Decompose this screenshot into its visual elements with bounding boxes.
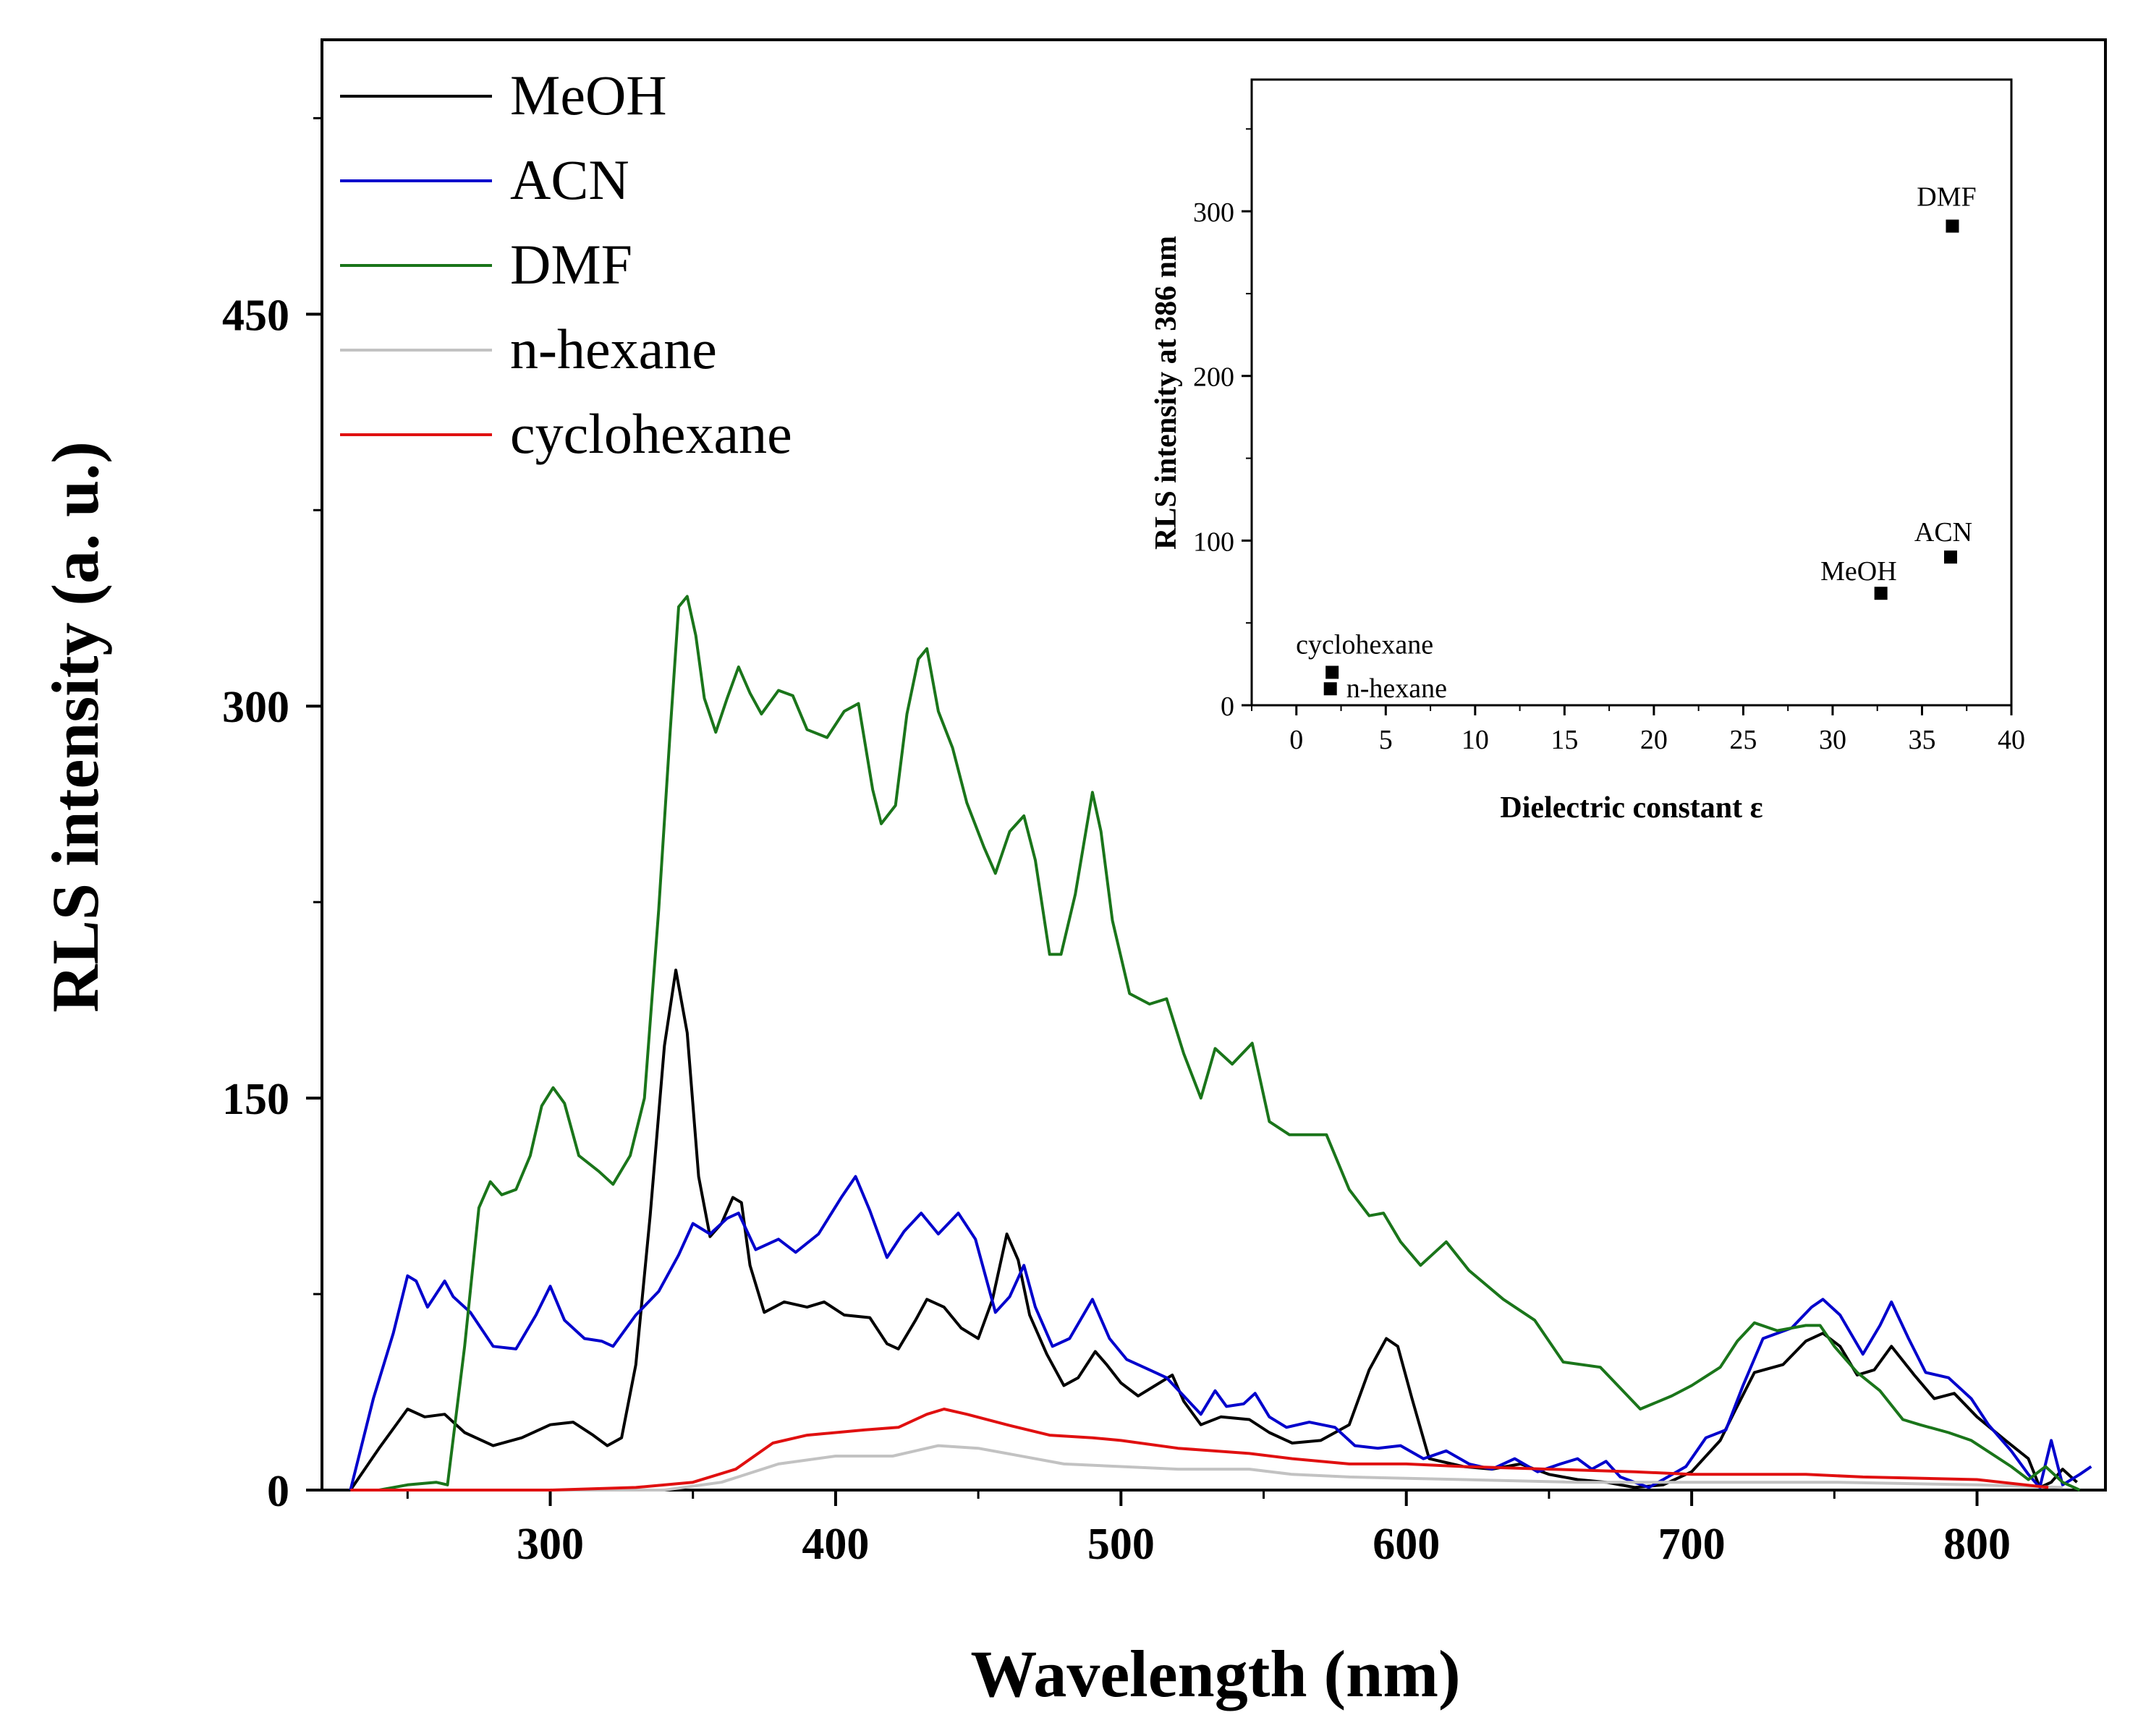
- x-tick-label: 600: [1373, 1520, 1440, 1569]
- inset-point-label: DMF: [1917, 182, 1976, 213]
- inset-point-label: n-hexane: [1346, 673, 1447, 704]
- main-x-axis-title: Wavelength (nm): [970, 1637, 1460, 1711]
- series-line-meoh: [349, 969, 2078, 1492]
- main-plot-area: [321, 38, 2107, 1492]
- inset-x-tick-label: 30: [1819, 725, 1846, 755]
- inset-point-label: cyclohexane: [1296, 629, 1433, 660]
- inset-point-label: MeOH: [1820, 556, 1897, 587]
- x-tick-label: 500: [1087, 1520, 1155, 1569]
- y-tick-label: 300: [222, 683, 289, 732]
- legend-label: ACN: [510, 148, 629, 211]
- inset-point-meoh: [1874, 587, 1888, 600]
- series-line-cyclohexane: [350, 1408, 2049, 1492]
- inset-point-label: ACN: [1914, 517, 1972, 548]
- inset-x-tick-label: 10: [1462, 725, 1489, 755]
- inset-y-tick-label: 100: [1193, 527, 1234, 557]
- y-tick-label: 0: [267, 1467, 289, 1516]
- main-series-group: [349, 595, 2092, 1492]
- legend: MeOH ACN DMF n-hexane cyclohexane: [340, 64, 792, 465]
- y-tick-label: 150: [222, 1075, 289, 1124]
- x-tick-label: 400: [802, 1520, 869, 1569]
- inset-x-tick-label: 20: [1640, 725, 1668, 755]
- inset-axis-ticks: [1242, 128, 2013, 715]
- legend-label: MeOH: [510, 64, 667, 127]
- series-line-dmf: [378, 595, 2081, 1492]
- inset-x-tick-label: 40: [1998, 725, 2025, 755]
- inset-point-cyclohexane: [1325, 665, 1339, 679]
- inset-point-acn: [1944, 550, 1957, 564]
- series-line-acn: [349, 1175, 2092, 1491]
- x-tick-label: 300: [517, 1520, 584, 1569]
- inset-y-tick-label: 0: [1221, 692, 1234, 722]
- inset-points-group: DMF ACN MeOH cyclohexane n-hexane: [1296, 182, 1976, 705]
- inset-y-tick-label: 200: [1193, 362, 1234, 393]
- inset-tick-labels: 0 5 10 15 20 25 30 35 40 0 100 200 300: [1193, 197, 2025, 755]
- inset-y-tick-label: 300: [1193, 197, 1234, 228]
- inset-y-axis-title: RLS intensity at 386 nm: [1150, 236, 1183, 550]
- y-tick-label: 450: [222, 291, 289, 340]
- legend-label: DMF: [510, 233, 632, 296]
- legend-label: n-hexane: [510, 318, 717, 380]
- x-tick-label: 700: [1658, 1520, 1726, 1569]
- inset-x-tick-label: 0: [1289, 725, 1303, 755]
- main-axis-ticks: [306, 116, 1979, 1506]
- inset-plot-area: [1250, 78, 2013, 707]
- legend-label: cyclohexane: [510, 402, 792, 465]
- inset-x-tick-label: 15: [1551, 725, 1578, 755]
- main-y-axis-title: RLS intensity (a. u.): [38, 441, 112, 1013]
- inset-x-tick-label: 5: [1379, 725, 1393, 755]
- inset-x-tick-label: 25: [1729, 725, 1757, 755]
- series-line-n-hexane: [350, 1444, 2063, 1492]
- inset-x-axis-title: Dielectric constant ε: [1500, 791, 1762, 825]
- x-tick-label: 800: [1943, 1520, 2011, 1569]
- inset-point-n-hexane: [1323, 682, 1337, 696]
- inset-x-tick-label: 35: [1908, 725, 1935, 755]
- inset-point-dmf: [1946, 219, 1959, 233]
